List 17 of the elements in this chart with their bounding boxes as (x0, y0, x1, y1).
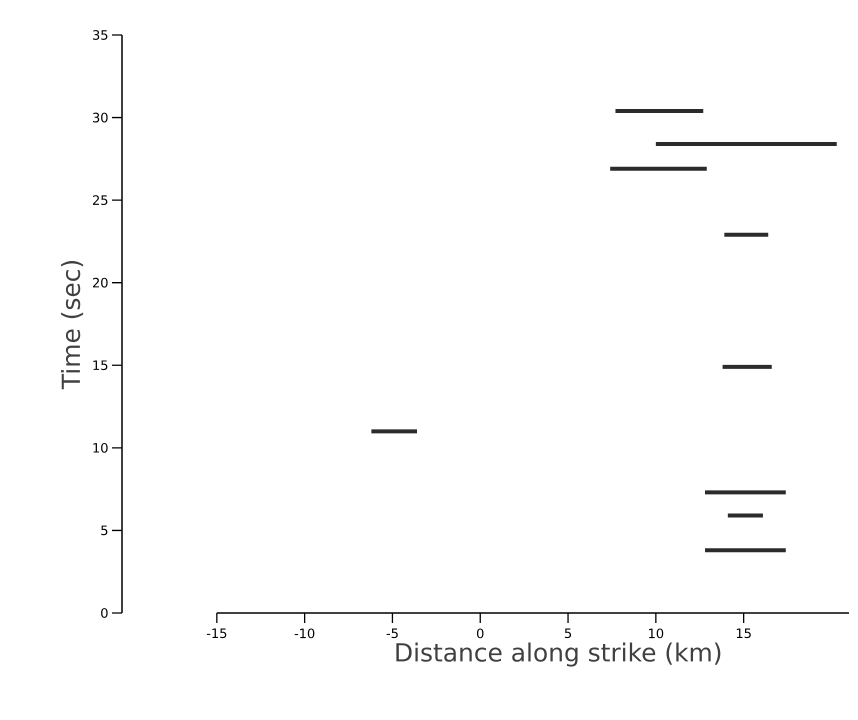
y-tick-label: 20 (92, 278, 108, 288)
y-tick-label: 30 (92, 112, 108, 122)
x-tick-label: 15 (736, 628, 751, 638)
y-axis-title: Time (sec) (60, 260, 84, 390)
x-tick-label: 10 (649, 628, 664, 638)
x-tick-label: -5 (386, 628, 398, 638)
x-tick-label: -15 (206, 628, 226, 638)
x-tick-label: 5 (564, 628, 572, 638)
x-tick-label: -10 (294, 628, 314, 638)
y-tick-label: 15 (93, 360, 108, 370)
x-axis-title: Distance along strike (km) (396, 642, 720, 667)
y-tick-label: 25 (92, 195, 108, 206)
y-tick-label: 35 (92, 30, 108, 40)
x-tick-label: 0 (476, 628, 484, 638)
y-tick-label: 0 (101, 608, 108, 618)
y-tick-label: 10 (93, 442, 108, 453)
y-tick-label: 5 (101, 526, 108, 536)
